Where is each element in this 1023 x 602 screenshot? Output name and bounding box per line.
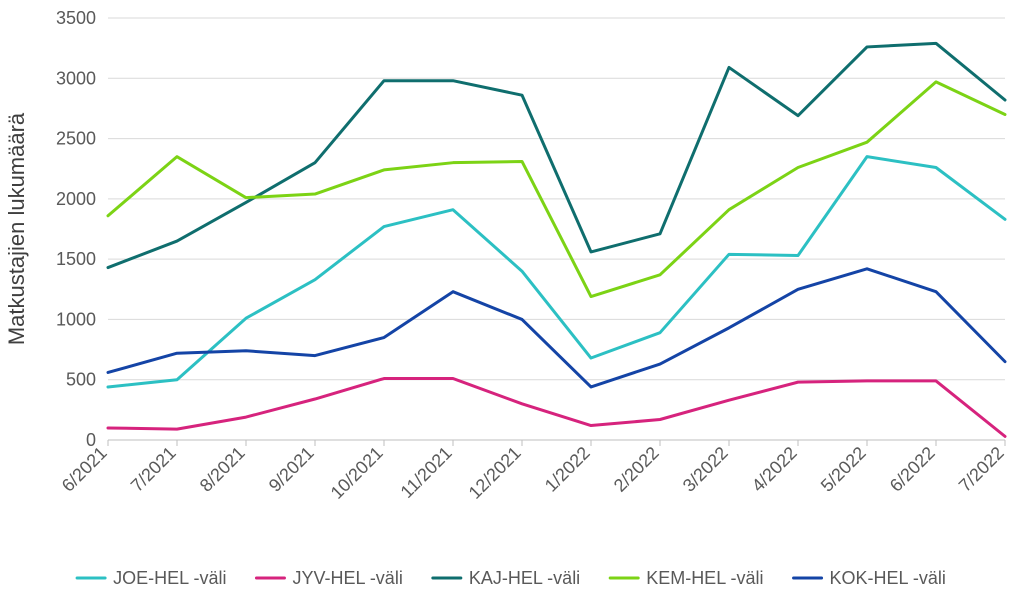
passenger-line-chart: 05001000150020002500300035006/20217/2021… [0,0,1023,602]
legend-label: KOK-HEL -väli [830,568,946,588]
chart-bg [0,0,1023,602]
y-tick-label: 500 [66,370,96,390]
y-tick-label: 3500 [56,8,96,28]
legend-label: JYV-HEL -väli [292,568,402,588]
y-tick-label: 1500 [56,249,96,269]
y-tick-label: 2000 [56,189,96,209]
y-tick-label: 1000 [56,309,96,329]
chart-svg: 05001000150020002500300035006/20217/2021… [0,0,1023,602]
legend-label: KEM-HEL -väli [646,568,763,588]
legend-label: KAJ-HEL -väli [469,568,580,588]
y-axis-label: Matkustajien lukumäärä [4,112,29,345]
y-tick-label: 3000 [56,68,96,88]
legend-label: JOE-HEL -väli [113,568,226,588]
y-tick-label: 2500 [56,129,96,149]
